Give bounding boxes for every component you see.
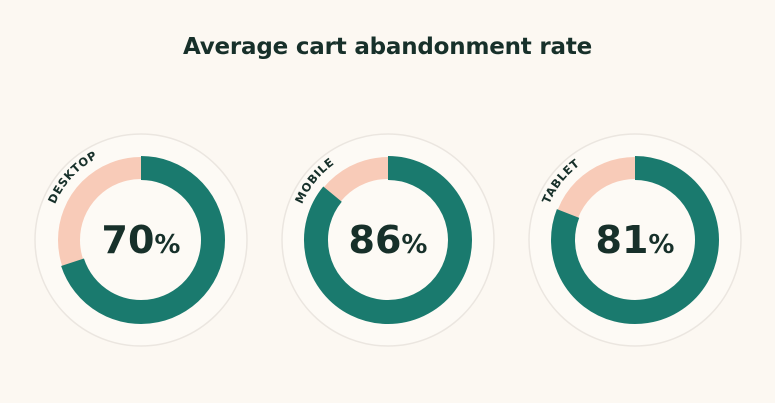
donut-value-segment [61,156,225,324]
donut-value-label: 81% [596,218,675,262]
donut-value-label: 86% [349,218,428,262]
donut-mobile: 86%MOBILE [281,133,495,347]
donut-desktop: 70%DESKTOP [34,133,248,347]
donut-value-segment [304,156,472,324]
donut-value-label: 70% [102,218,181,262]
donut-tablet: 81%TABLET [528,133,742,347]
donut-value-segment [551,156,719,324]
chart-title: Average cart abandonment rate [182,34,593,60]
